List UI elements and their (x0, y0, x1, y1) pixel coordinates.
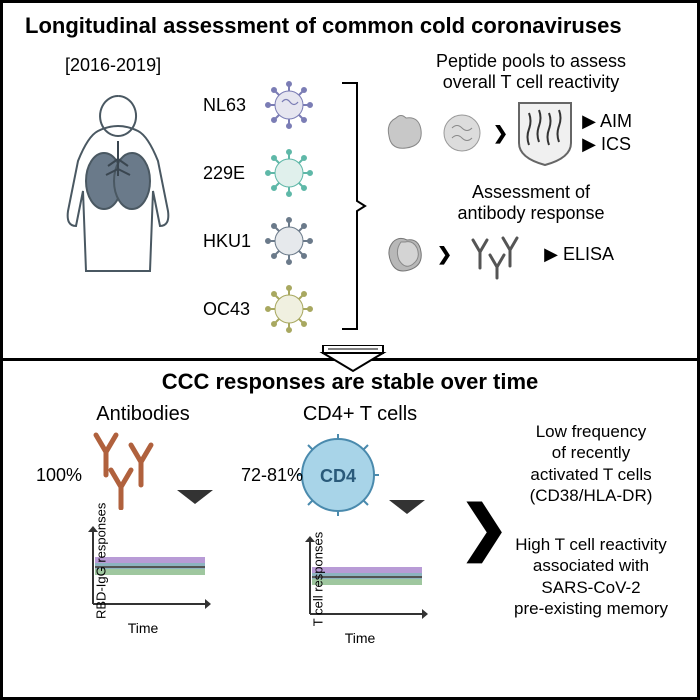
virus-icon (264, 148, 314, 198)
virus-column: NL63 229E (203, 73, 333, 345)
top-title: Longitudinal assessment of common cold c… (3, 3, 697, 39)
virus-icon (264, 216, 314, 266)
bottom-right-text: Low frequency of recently activated T ce… (501, 421, 681, 619)
top-right-column: Peptide pools to assess overall T cell r… (381, 51, 681, 284)
virus-label: 229E (203, 163, 258, 184)
assay-list: ▶ AIM ▶ ICS (582, 110, 632, 157)
bottom-panel: CCC responses are stable over time Antib… (3, 363, 697, 697)
bracket-icon (337, 78, 367, 334)
heading-line: Peptide pools to assess (436, 51, 626, 71)
virus-label: OC43 (203, 299, 258, 320)
cd4-section: CD4+ T cells 72-81% CD4 T cell responses (265, 403, 455, 629)
aim-label: AIM (600, 111, 632, 131)
virus-row-229e: 229E (203, 141, 333, 205)
figure-frame: Longitudinal assessment of common cold c… (0, 0, 700, 700)
virus-row-nl63: NL63 (203, 73, 333, 137)
chart-xlabel: Time (73, 620, 213, 636)
text-line: activated T cells (530, 465, 651, 484)
protein-blob-icon (381, 230, 431, 280)
text-line: associated with (533, 556, 649, 575)
antibodies-section: Antibodies 100% RBD-IgG responses (48, 403, 238, 619)
chart-ylabel: T cell responses (311, 529, 326, 629)
peptide-heading: Peptide pools to assess overall T cell r… (381, 51, 681, 92)
down-chevron-icon (387, 498, 427, 518)
virus-row-hku1: HKU1 (203, 209, 333, 273)
text-line: Low frequency (536, 422, 647, 441)
text-line: (CD38/HLA-DR) (530, 486, 653, 505)
chart-ylabel: RBD-IgG responses (94, 519, 109, 619)
text-line: of recently (552, 443, 630, 462)
chart-xlabel: Time (290, 630, 430, 646)
antibody-cluster-icon (458, 230, 538, 280)
para2: High T cell reactivity associated with S… (501, 534, 681, 619)
virus-icon (264, 284, 314, 334)
virus-row-oc43: OC43 (203, 277, 333, 341)
protein-blob-icon (381, 108, 431, 158)
cd4-pct: 72-81% (241, 465, 303, 486)
cd4-label: CD4 (320, 466, 356, 486)
ics-label: ICS (601, 134, 631, 154)
heading-line: antibody response (457, 203, 604, 223)
top-panel: Longitudinal assessment of common cold c… (3, 3, 697, 358)
heading-line: Assessment of (472, 182, 590, 202)
antibodies-heading: Antibodies (48, 403, 238, 426)
chevron-right-icon: ❯ (437, 244, 452, 265)
antibodies-pct: 100% (36, 465, 82, 486)
elisa-label: ELISA (563, 244, 614, 264)
chevron-right-icon: ❯ (493, 123, 508, 144)
human-body-icon (38, 81, 198, 281)
protein-blob-icon (437, 108, 487, 158)
virus-label: NL63 (203, 95, 258, 116)
para1: Low frequency of recently activated T ce… (501, 421, 681, 506)
antibody-row: ❯ ▶ ELISA (381, 230, 681, 280)
peptide-row: ❯ ▶ AIM ▶ ICS (381, 98, 681, 168)
virus-icon (264, 80, 314, 130)
heading-line: overall T cell reactivity (443, 72, 619, 92)
assay-list: ▶ ELISA (544, 243, 614, 266)
text-line: High T cell reactivity (515, 535, 666, 554)
cd4-chart: T cell responses Time (290, 529, 430, 629)
text-line: SARS-CoV-2 (541, 578, 640, 597)
peptide-shield-icon (514, 98, 576, 168)
virus-label: HKU1 (203, 231, 258, 252)
text-line: pre-existing memory (514, 599, 668, 618)
antibody-icons (71, 430, 171, 510)
cd4-heading: CD4+ T cells (265, 403, 455, 426)
bottom-title: CCC responses are stable over time (3, 363, 697, 395)
cd4-cell-icon: CD4 (293, 430, 383, 520)
year-range: [2016-2019] (65, 55, 161, 76)
antibody-heading: Assessment of antibody response (381, 182, 681, 223)
antibody-chart: RBD-IgG responses Time (73, 519, 213, 619)
down-chevron-icon (175, 488, 215, 508)
